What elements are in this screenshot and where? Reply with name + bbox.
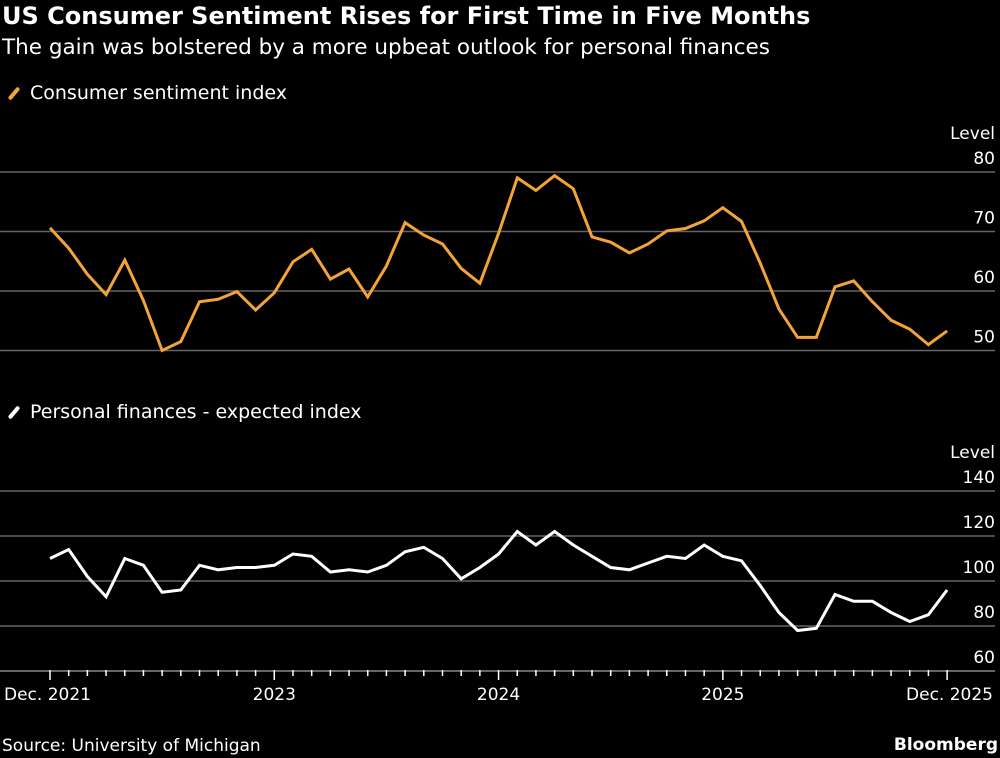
x-tick-label: Dec. 2025: [906, 685, 993, 705]
y-tick-label: 80: [973, 149, 995, 169]
y-tick-label: 70: [973, 209, 995, 229]
chart-title: US Consumer Sentiment Rises for First Ti…: [2, 2, 811, 30]
x-tick-label: 2024: [477, 685, 520, 705]
y-tick-label: 140: [963, 468, 995, 488]
y-tick-label: 60: [973, 268, 995, 288]
y-tick-label: 120: [963, 513, 995, 533]
legend-sentiment: Consumer sentiment index: [4, 82, 287, 104]
y-tick-label: 60: [973, 648, 995, 668]
x-tick-label: Dec. 2021: [4, 685, 91, 705]
legend-label: Personal finances - expected index: [30, 401, 362, 423]
x-tick-label: 2025: [701, 685, 744, 705]
legend-label: Consumer sentiment index: [30, 82, 287, 104]
y-tick-label: 80: [973, 603, 995, 623]
y-axis-label: Level: [950, 124, 995, 144]
chart-subtitle: The gain was bolstered by a more upbeat …: [2, 35, 770, 60]
series-line: [48, 173, 948, 353]
y-tick-label: 100: [963, 558, 995, 578]
source-note: Source: University of Michigan: [2, 736, 261, 756]
x-tick-label: 2023: [253, 685, 296, 705]
y-tick-label: 50: [973, 328, 995, 348]
legend-finances: Personal finances - expected index: [4, 401, 362, 423]
bloomberg-logo: Bloomberg: [893, 735, 998, 755]
y-axis-label: Level: [950, 443, 995, 463]
